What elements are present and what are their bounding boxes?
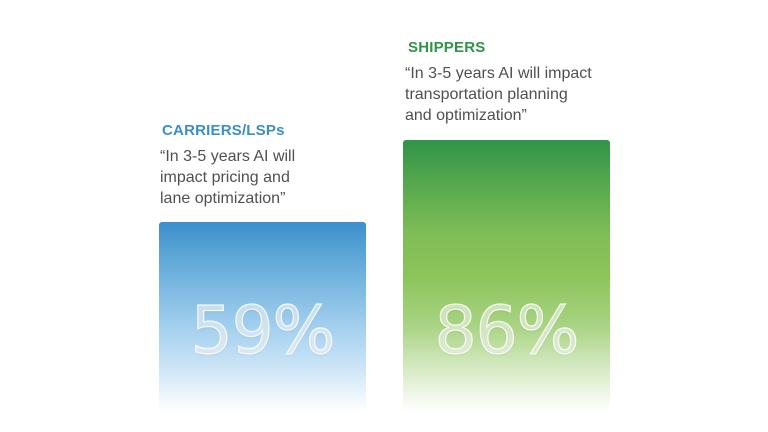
shippers-bar: 86% xyxy=(403,140,610,412)
carriers-quote-line-3: lane optimization” xyxy=(160,190,286,207)
shippers-label: SHIPPERS xyxy=(408,39,486,56)
carriers-label: CARRIERS/LSPs xyxy=(162,122,285,139)
carriers-quote-line-1: “In 3-5 years AI will xyxy=(160,148,296,165)
carriers-quote: “In 3-5 years AI will impact pricing and… xyxy=(160,146,295,209)
shippers-quote-line-1: “In 3-5 years AI will impact xyxy=(405,65,592,82)
carriers-quote-line-2: impact pricing and xyxy=(160,169,290,186)
carriers-value: 59% xyxy=(190,291,336,369)
shippers-value: 86% xyxy=(434,291,580,369)
shippers-quote-line-2: transportation planning xyxy=(405,86,568,103)
shippers-quote: “In 3-5 years AI will impact transportat… xyxy=(405,63,592,126)
carriers-bar: 59% xyxy=(159,222,366,412)
shippers-quote-line-3: and optimization” xyxy=(405,107,527,124)
